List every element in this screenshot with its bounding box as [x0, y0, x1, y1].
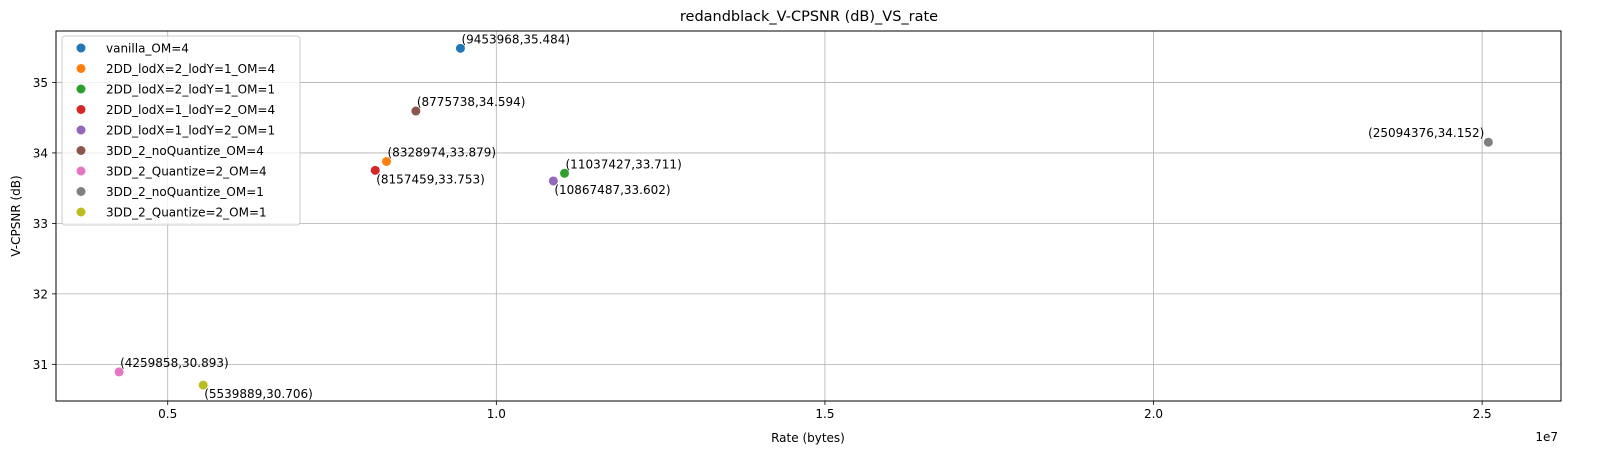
data-label: (4259858,30.893) — [120, 356, 229, 370]
axes: 0.5 1.0 1.5 2.0 2.5 31 32 33 34 35 — [33, 76, 1492, 421]
y-tick-label: 35 — [33, 76, 48, 90]
data-point — [411, 106, 421, 116]
data-label: (11037427,33.711) — [566, 157, 682, 171]
data-point — [370, 165, 380, 175]
legend-marker — [76, 64, 86, 73]
x-tick-label: 0.5 — [158, 407, 177, 421]
plot-frame — [55, 30, 1562, 402]
legend-label: 3DD_2_noQuantize_OM=1 — [106, 185, 264, 199]
data-point — [114, 367, 124, 377]
data-points — [114, 43, 1493, 390]
data-point — [382, 156, 392, 166]
y-tick-label: 33 — [33, 217, 48, 231]
legend-marker — [76, 166, 86, 176]
data-point — [1483, 137, 1493, 147]
data-point — [560, 168, 570, 178]
data-label: (8157459,33.753) — [376, 172, 485, 186]
data-label: (5539889,30.706) — [204, 387, 313, 401]
legend-label: 2DD_lodX=2_lodY=1_OM=4 — [106, 62, 275, 76]
legend-marker — [76, 146, 86, 155]
x-axis-offset-text: 1e7 — [1535, 430, 1558, 444]
data-label: (8775738,34.594) — [417, 95, 526, 109]
data-label: (9453968,35.484) — [461, 32, 570, 46]
legend-label: 2DD_lodX=2_lodY=1_OM=1 — [106, 83, 275, 97]
y-tick-label: 31 — [33, 358, 48, 372]
legend-marker — [76, 125, 86, 135]
legend-label: 2DD_lodX=1_lodY=2_OM=4 — [106, 103, 275, 117]
chart-title: redandblack_V-CPSNR (dB)_VS_rate — [680, 9, 938, 25]
legend-label: 3DD_2_Quantize=2_OM=4 — [106, 165, 267, 179]
grid-lines — [56, 31, 1561, 401]
y-tick-label: 32 — [33, 287, 48, 301]
legend: vanilla_OM=4 2DD_lodX=2_lodY=1_OM=4 2DD_lo… — [61, 35, 301, 226]
data-point — [198, 380, 208, 390]
data-point — [548, 176, 558, 186]
legend-frame — [61, 35, 301, 226]
data-label: (25094376,34.152) — [1368, 126, 1484, 140]
x-tick-label: 2.0 — [1144, 407, 1163, 421]
point-annotations: (9453968,35.484) (8328974,33.879) (1103742… — [120, 32, 1484, 401]
x-axis-label: Rate (bytes) — [771, 431, 845, 445]
x-tick-label: 1.0 — [487, 407, 506, 421]
legend-marker — [76, 105, 86, 114]
x-tick-label: 2.5 — [1473, 407, 1492, 421]
legend-marker — [76, 84, 86, 94]
legend-marker — [76, 43, 86, 53]
legend-marker — [76, 207, 86, 217]
legend-label: 2DD_lodX=1_lodY=2_OM=1 — [106, 124, 275, 138]
legend-label: vanilla_OM=4 — [106, 42, 189, 56]
data-label: (8328974,33.879) — [388, 145, 497, 159]
x-tick-label: 1.5 — [815, 407, 834, 421]
data-label: (10867487,33.602) — [554, 183, 670, 197]
legend-marker — [76, 187, 86, 196]
data-point — [455, 43, 465, 53]
y-tick-label: 34 — [33, 146, 48, 160]
legend-label: 3DD_2_Quantize=2_OM=1 — [106, 206, 267, 220]
legend-label: 3DD_2_noQuantize_OM=4 — [106, 144, 264, 158]
y-axis-label: V-CPSNR (dB) — [9, 175, 23, 256]
